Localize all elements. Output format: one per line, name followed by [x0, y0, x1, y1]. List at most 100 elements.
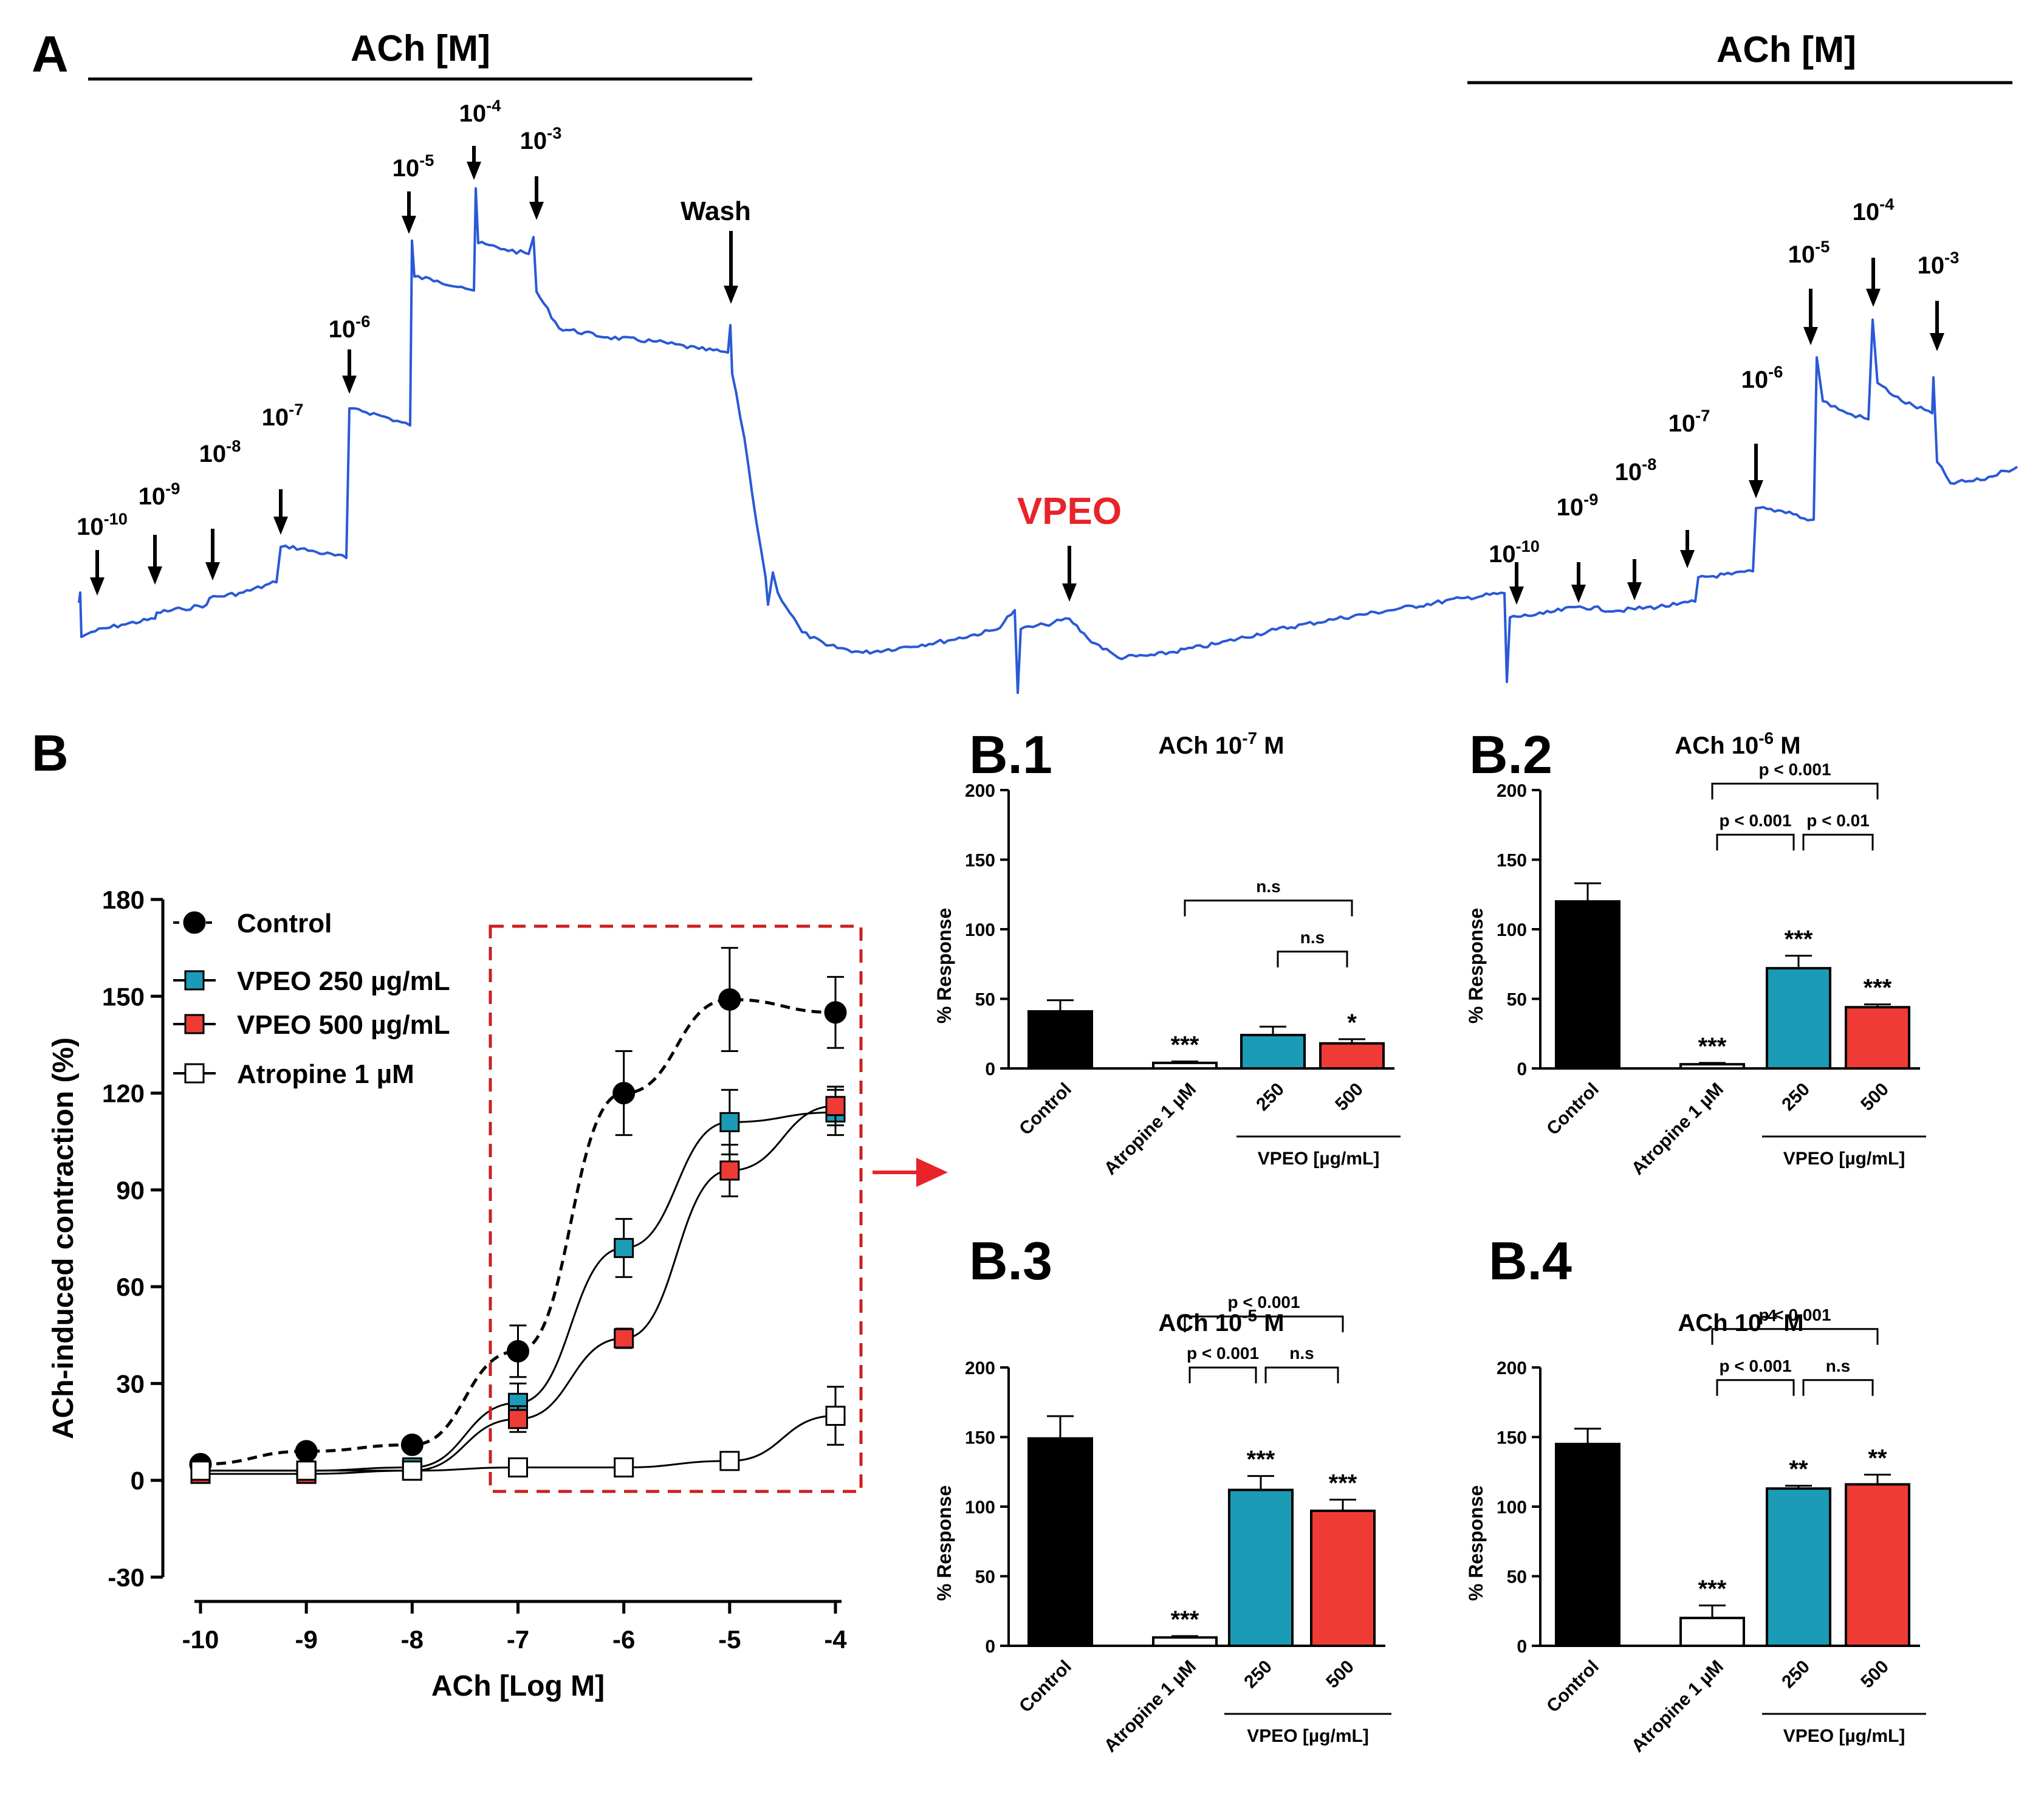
- curve-point-3: [508, 1457, 528, 1477]
- bar-y-tick-label: 150: [1497, 1428, 1527, 1448]
- curve-point-control: [400, 1433, 424, 1456]
- significance-bracket: [1802, 833, 1874, 851]
- dose-label-right-1-base: 10: [1489, 541, 1516, 568]
- dose-arrowhead-left-8: [529, 202, 544, 220]
- zoom-box: [489, 924, 863, 1493]
- bar-title-exp: -7: [1242, 729, 1257, 748]
- bar-2: [1766, 1487, 1831, 1647]
- dose-label-right-4-base: 10: [1668, 410, 1696, 437]
- bar-category-label: 250: [1778, 1657, 1814, 1693]
- curve-axes: -30 0 30 60 90 120 150 180 -10 -9 -8 -7 -6 -5 -4 ACh [L…: [47, 886, 847, 1702]
- dose-label-left-2-base: 10: [139, 483, 166, 510]
- bar-title-pre: ACh 10: [1158, 732, 1242, 759]
- bar-1: [1679, 1617, 1745, 1647]
- curve-x-label: ACh [Log M]: [431, 1670, 605, 1702]
- dose-labels: 10-1010-910-810-710-610-510-410-310-1010…: [77, 96, 1959, 568]
- bar-y-tick-label: 200: [1497, 781, 1527, 801]
- significance-stars: ***: [1247, 1446, 1275, 1473]
- bar-y-label: % Response: [1465, 908, 1487, 1023]
- curve-point-control: [507, 1339, 529, 1363]
- ach-bar-right-label: ACh [M]: [1716, 29, 1856, 70]
- vpeo-group-label: VPEO [µg/mL]: [1247, 1726, 1369, 1746]
- curve-point-2: [508, 1409, 528, 1429]
- dose-label-right-2-exponent: -9: [1583, 490, 1598, 509]
- dose-label-left-6-base: 10: [393, 155, 420, 182]
- bar-y-tick-label: 200: [965, 781, 995, 801]
- significance-label: p < 0.001: [1187, 1344, 1259, 1363]
- bar-category-label: 500: [1322, 1657, 1358, 1693]
- bar-2: [1766, 967, 1831, 1070]
- dose-arrowhead-left-4: [273, 517, 288, 535]
- dose-arrowhead-left-3: [205, 562, 220, 580]
- bar-title-post: M: [1777, 1310, 1803, 1336]
- dose-label-right-5-exponent: -6: [1768, 362, 1783, 381]
- bar-y-tick-label: 50: [1507, 990, 1527, 1010]
- curve-x-tick-label: -9: [295, 1625, 317, 1654]
- bar-panel-b1: B.1 ACh 10-7 M 0 50 100 150 200 % Response Contr…: [933, 724, 1401, 1179]
- curve-point-control: [824, 1001, 847, 1024]
- bar-category-label: 250: [1240, 1657, 1276, 1693]
- curve-y-label: ACh-induced contraction (%): [47, 1037, 80, 1439]
- dose-arrowhead-left-2: [148, 566, 162, 585]
- dose-arrowhead-right-1: [1509, 586, 1524, 605]
- bar-3: [1310, 1509, 1376, 1648]
- bar-y-tick-label: 0: [1517, 1059, 1527, 1079]
- curve-y-tick-label: 180: [102, 886, 145, 914]
- ach-bar-left-label: ACh [M]: [351, 28, 490, 69]
- legend-label-2: VPEO 500 µg/mL: [237, 1010, 450, 1040]
- significance-stars: ***: [1171, 1032, 1199, 1059]
- bar-1: [1152, 1061, 1218, 1070]
- curve-point-control: [295, 1440, 318, 1463]
- bar-title-exp: -4: [1761, 1306, 1777, 1325]
- significance-label: p < 0.001: [1227, 1293, 1300, 1312]
- vpeo-group-label: VPEO [µg/mL]: [1783, 1149, 1905, 1169]
- bar-y-tick-label: 0: [985, 1059, 995, 1079]
- dose-label-right-3-exponent: -8: [1642, 455, 1656, 473]
- bar-y-tick-label: 200: [1497, 1358, 1527, 1378]
- significance-stars: ***: [1171, 1606, 1199, 1633]
- bar-3: [1845, 1483, 1910, 1648]
- bar-title-post: M: [1257, 732, 1284, 759]
- curve-point-3: [719, 1451, 740, 1471]
- dose-label-right-6-base: 10: [1788, 241, 1816, 268]
- curve-y-tick-label: 90: [116, 1176, 145, 1205]
- legend-label-0: Control: [237, 909, 332, 938]
- significance-bracket: [1264, 1366, 1339, 1384]
- curve-x-tick-label: -4: [824, 1625, 847, 1654]
- panel-a: A ACh [M] ACh [M] 10-1010-910-810-710-61…: [32, 26, 2018, 694]
- bar-y-tick-label: 150: [965, 1428, 995, 1448]
- bar-0: [1027, 1010, 1093, 1070]
- dose-label-right-5-base: 10: [1741, 366, 1769, 393]
- dose-label-left-5-base: 10: [329, 316, 356, 343]
- legend-marker-2: [184, 1014, 205, 1034]
- significance-stars: ***: [1785, 926, 1813, 953]
- bar-panel-b3: B.3 ACh 10-5 M 0 50 100 150 200 % Response Contr…: [933, 1231, 1391, 1756]
- significance-label: n.s: [1300, 928, 1325, 947]
- significance-stars: ***: [1864, 975, 1892, 1002]
- curve-point-1: [614, 1237, 634, 1258]
- dose-arrowhead-right-3: [1627, 582, 1642, 600]
- bar-category-label: Control: [1015, 1657, 1075, 1717]
- bar-y-tick-label: 100: [1497, 920, 1527, 940]
- curve-legend: Control VPEO 250 µg/mL VPEO 500 µg/mL Atrop…: [173, 909, 450, 1089]
- dose-label-right-8-exponent: -3: [1944, 248, 1959, 267]
- dose-label-right-8: 10-3: [1918, 248, 1960, 279]
- curve-point-1: [719, 1112, 740, 1132]
- dose-arrowhead-left-7: [467, 162, 481, 180]
- curve-x-tick-label: -6: [612, 1625, 635, 1654]
- dose-label-left-8-base: 10: [520, 128, 547, 154]
- significance-stars: **: [1789, 1456, 1808, 1483]
- curve-y-tick-label: 30: [116, 1369, 145, 1398]
- curve-point-3: [190, 1460, 211, 1481]
- bar-1: [1679, 1063, 1745, 1070]
- curve-fit-0: [200, 998, 836, 1466]
- curve-y-tick-label: 120: [102, 1079, 145, 1108]
- curve-point-3: [614, 1457, 634, 1477]
- significance-label: p < 0.001: [1719, 811, 1791, 830]
- curve-point-3: [402, 1460, 422, 1481]
- dose-label-left-5-exponent: -6: [355, 312, 370, 331]
- bar-category-label: Atropine 1 µM: [1628, 1079, 1727, 1179]
- significance-bracket: [1184, 1315, 1344, 1333]
- dose-label-left-7-base: 10: [459, 100, 487, 127]
